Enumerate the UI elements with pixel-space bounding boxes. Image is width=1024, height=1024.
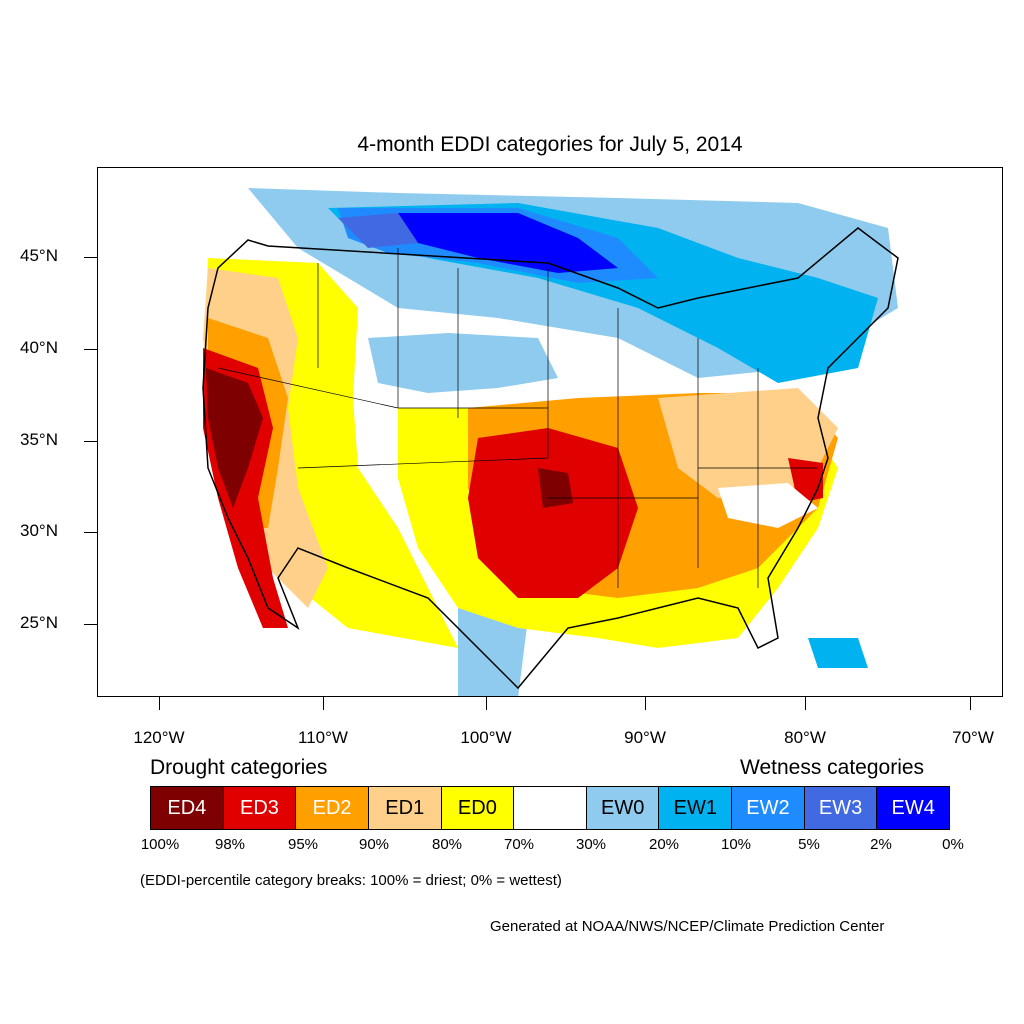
lon-label-120: 120°W — [133, 728, 185, 747]
region-ew1-caribbean — [808, 638, 868, 668]
lon-label-90: 90°W — [624, 728, 666, 747]
pct-label: 70% — [503, 836, 535, 853]
lat-tick-40 — [84, 349, 97, 350]
region-ed3-central — [468, 428, 638, 598]
legend-box-ed1: ED1 — [368, 787, 442, 829]
lat-label-35: 35°N — [20, 430, 58, 449]
legend-colorbar: ED4 ED3 ED2 ED1 ED0 EW0 EW1 EW2 EW3 EW4 — [150, 786, 950, 830]
pct-label: 0% — [942, 836, 964, 853]
lon-tick-70 — [970, 697, 971, 710]
legend-label-ed3: ED3 — [240, 796, 279, 819]
legend-label-ed4: ED4 — [167, 796, 207, 819]
region-ew4-north — [398, 213, 618, 273]
pct-label: 10% — [720, 836, 752, 853]
credit-text: Generated at NOAA/NWS/NCEP/Climate Predi… — [490, 918, 885, 935]
lon-label-100: 100°W — [460, 728, 512, 747]
region-neutral-southeast — [718, 483, 818, 528]
legend-box-ed3: ED3 — [223, 787, 297, 829]
pct-label: 80% — [431, 836, 463, 853]
lat-label-25: 25°N — [20, 613, 58, 632]
wetness-heading: Wetness categories — [740, 756, 925, 779]
lat-tick-30 — [84, 532, 97, 533]
lon-tick-110 — [323, 697, 324, 710]
lat-label-30: 30°N — [20, 521, 58, 540]
region-ew3-north — [338, 213, 418, 248]
legend-label-ed1: ED1 — [385, 796, 425, 819]
pct-label: 90% — [358, 836, 390, 853]
lat-tick-35 — [84, 441, 97, 442]
lat-tick-25 — [84, 624, 97, 625]
region-ed4-west — [206, 368, 263, 508]
lon-tick-120 — [159, 697, 160, 710]
lon-label-80: 80°W — [784, 728, 826, 747]
state-borders — [217, 248, 818, 588]
lon-tick-90 — [645, 697, 646, 710]
lon-tick-100 — [486, 697, 487, 710]
lon-tick-80 — [805, 697, 806, 710]
legend-label-ew4: EW4 — [891, 796, 935, 819]
region-ew0-south — [458, 608, 528, 696]
lon-label-70: 70°W — [952, 728, 994, 747]
category-breaks-note: (EDDI-percentile category breaks: 100% =… — [140, 872, 562, 889]
pct-label: 20% — [648, 836, 680, 853]
pct-label: 30% — [575, 836, 607, 853]
legend-box-ed0: ED0 — [441, 787, 515, 829]
pct-label: 98% — [214, 836, 246, 853]
legend-label-ew1: EW1 — [673, 796, 717, 819]
legend-label-ew0: EW0 — [600, 796, 645, 819]
legend-box-neutral — [514, 787, 587, 829]
pct-label: 95% — [287, 836, 319, 853]
legend-box-ew2: EW2 — [732, 787, 805, 829]
legend-label-ed2: ED2 — [312, 796, 352, 819]
eddi-map — [97, 167, 1003, 697]
region-ed4-central — [538, 468, 573, 508]
drought-heading: Drought categories — [150, 756, 328, 779]
legend-box-ew3: EW3 — [804, 787, 878, 829]
pct-label: 2% — [870, 836, 892, 853]
legend-label-ew2: EW2 — [746, 796, 790, 819]
lat-label-40: 40°N — [20, 338, 58, 357]
legend-label-ed0: ED0 — [457, 796, 497, 819]
lat-tick-45 — [84, 257, 97, 258]
legend-label-ew3: EW3 — [818, 796, 863, 819]
legend-box-ew0: EW0 — [586, 787, 660, 829]
map-title: 4-month EDDI categories for July 5, 2014 — [357, 133, 743, 156]
us-outline — [202, 227, 899, 690]
lat-label-45: 45°N — [20, 246, 58, 265]
region-ew0-central — [368, 333, 558, 393]
pct-label: 5% — [798, 836, 820, 853]
legend-box-ew1: EW1 — [659, 787, 733, 829]
lon-label-110: 110°W — [298, 728, 348, 747]
legend-box-ed4: ED4 — [151, 787, 224, 829]
pct-label: 100% — [140, 836, 180, 853]
legend-box-ew4: EW4 — [877, 787, 950, 829]
legend-box-ed2: ED2 — [296, 787, 369, 829]
